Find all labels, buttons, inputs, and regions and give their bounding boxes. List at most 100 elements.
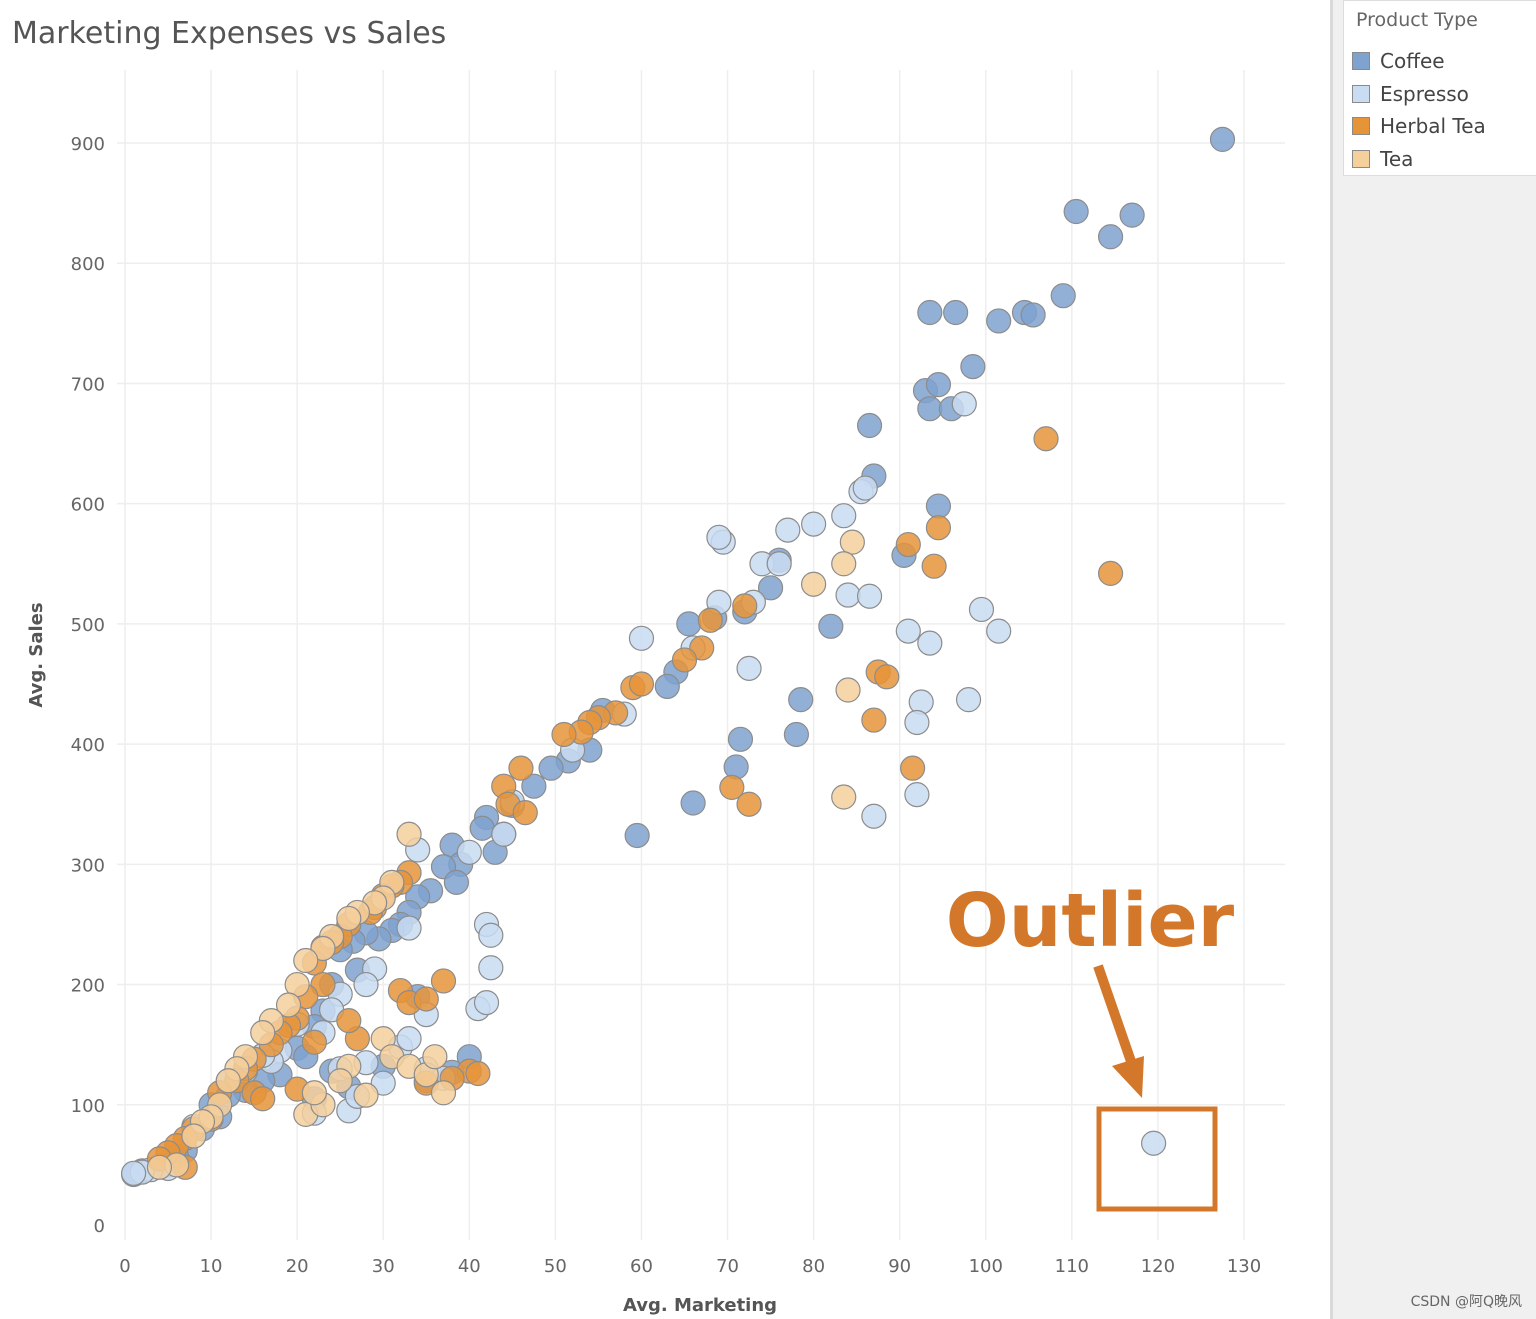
point-coffee[interactable] [1119, 202, 1145, 228]
point-tea[interactable] [327, 1068, 353, 1094]
point-espresso[interactable] [861, 803, 887, 829]
point-coffee[interactable] [1050, 283, 1076, 309]
point-herbal-tea[interactable] [336, 1008, 362, 1034]
point-coffee[interactable] [818, 613, 844, 639]
point-herbal-tea[interactable] [900, 755, 926, 781]
point-tea[interactable] [250, 1020, 276, 1046]
point-espresso[interactable] [856, 583, 883, 609]
point-herbal-tea[interactable] [697, 607, 723, 633]
point-espresso[interactable] [628, 625, 655, 651]
point-tea[interactable] [181, 1123, 207, 1149]
point-coffee[interactable] [624, 822, 650, 849]
legend-item-tea[interactable]: Tea [1352, 146, 1413, 172]
point-tea[interactable] [801, 571, 827, 597]
point-tea[interactable] [839, 529, 865, 555]
point-herbal-tea[interactable] [925, 515, 952, 541]
point-tea[interactable] [353, 1082, 379, 1108]
point-coffee[interactable] [1063, 198, 1089, 225]
point-coffee[interactable] [757, 575, 784, 601]
point-tea[interactable] [831, 551, 857, 577]
point-herbal-tea[interactable] [628, 671, 655, 697]
point-espresso[interactable] [736, 655, 762, 681]
point-espresso[interactable] [955, 687, 982, 713]
point-coffee[interactable] [521, 773, 547, 799]
point-tea[interactable] [835, 677, 861, 703]
point-coffee[interactable] [856, 412, 883, 439]
point-espresso[interactable] [775, 517, 801, 543]
point-espresso[interactable] [831, 503, 857, 529]
point-herbal-tea[interactable] [512, 800, 538, 826]
point-espresso[interactable] [1141, 1130, 1167, 1156]
point-espresso[interactable] [370, 1070, 396, 1096]
point-coffee[interactable] [723, 754, 749, 780]
point-espresso[interactable] [968, 596, 995, 623]
point-tea[interactable] [301, 1080, 327, 1106]
point-espresso[interactable] [951, 391, 977, 417]
point-herbal-tea[interactable] [551, 721, 577, 748]
point-espresso[interactable] [766, 551, 792, 577]
point-espresso[interactable] [852, 475, 878, 501]
point-herbal-tea[interactable] [413, 986, 439, 1012]
point-espresso[interactable] [353, 971, 379, 998]
point-herbal-tea[interactable] [732, 593, 758, 619]
point-herbal-tea[interactable] [861, 707, 887, 733]
point-espresso[interactable] [478, 922, 504, 948]
point-herbal-tea[interactable] [719, 774, 745, 800]
point-tea[interactable] [293, 947, 319, 974]
point-coffee[interactable] [469, 815, 495, 841]
point-coffee[interactable] [943, 299, 969, 326]
point-herbal-tea[interactable] [1033, 426, 1059, 452]
point-tea[interactable] [831, 784, 857, 810]
point-tea[interactable] [310, 935, 336, 962]
point-coffee[interactable] [917, 396, 943, 422]
point-espresso[interactable] [456, 839, 482, 865]
point-coffee[interactable] [986, 308, 1012, 334]
point-espresso[interactable] [895, 618, 921, 644]
point-herbal-tea[interactable] [1097, 560, 1124, 586]
point-coffee[interactable] [925, 493, 952, 519]
point-herbal-tea[interactable] [921, 553, 947, 579]
point-tea[interactable] [275, 992, 302, 1018]
legend-item-coffee[interactable]: Coffee [1352, 48, 1445, 74]
point-herbal-tea[interactable] [874, 664, 900, 690]
point-coffee[interactable] [727, 726, 754, 752]
point-espresso[interactable] [491, 821, 517, 847]
point-espresso[interactable] [396, 915, 422, 941]
point-coffee[interactable] [654, 673, 680, 700]
scatter-plot[interactable]: 0 10 20 30 40 50 60 70 80 90 100 110 120 130 0 100 200 30… [0, 0, 1330, 1319]
point-coffee[interactable] [676, 611, 702, 637]
point-coffee[interactable] [917, 299, 943, 326]
point-espresso[interactable] [908, 689, 934, 715]
point-herbal-tea[interactable] [689, 635, 715, 661]
point-espresso[interactable] [121, 1160, 147, 1186]
point-tea[interactable] [336, 905, 362, 932]
point-coffee[interactable] [960, 354, 986, 380]
point-tea[interactable] [422, 1044, 448, 1070]
point-herbal-tea[interactable] [310, 971, 336, 998]
point-coffee[interactable] [443, 869, 469, 895]
point-tea[interactable] [215, 1068, 241, 1094]
legend-item-herbal-tea[interactable]: Herbal Tea [1352, 113, 1486, 139]
point-espresso[interactable] [473, 989, 500, 1016]
point-coffee[interactable] [788, 687, 814, 713]
point-espresso[interactable] [904, 782, 930, 808]
point-herbal-tea[interactable] [430, 968, 457, 994]
point-espresso[interactable] [801, 511, 827, 537]
point-herbal-tea[interactable] [301, 1029, 327, 1055]
point-espresso[interactable] [478, 955, 504, 981]
point-coffee[interactable] [783, 721, 810, 748]
point-coffee[interactable] [538, 755, 564, 781]
point-tea[interactable] [146, 1154, 173, 1180]
point-espresso[interactable] [706, 524, 732, 550]
point-coffee[interactable] [1209, 126, 1236, 152]
point-coffee[interactable] [1097, 224, 1124, 250]
point-herbal-tea[interactable] [465, 1060, 491, 1087]
point-herbal-tea[interactable] [736, 791, 762, 817]
point-coffee[interactable] [1020, 302, 1046, 328]
point-coffee[interactable] [925, 372, 952, 398]
point-espresso[interactable] [835, 582, 861, 608]
point-espresso[interactable] [904, 709, 930, 736]
point-herbal-tea[interactable] [671, 647, 698, 673]
point-herbal-tea[interactable] [508, 755, 534, 781]
point-coffee[interactable] [680, 790, 706, 816]
